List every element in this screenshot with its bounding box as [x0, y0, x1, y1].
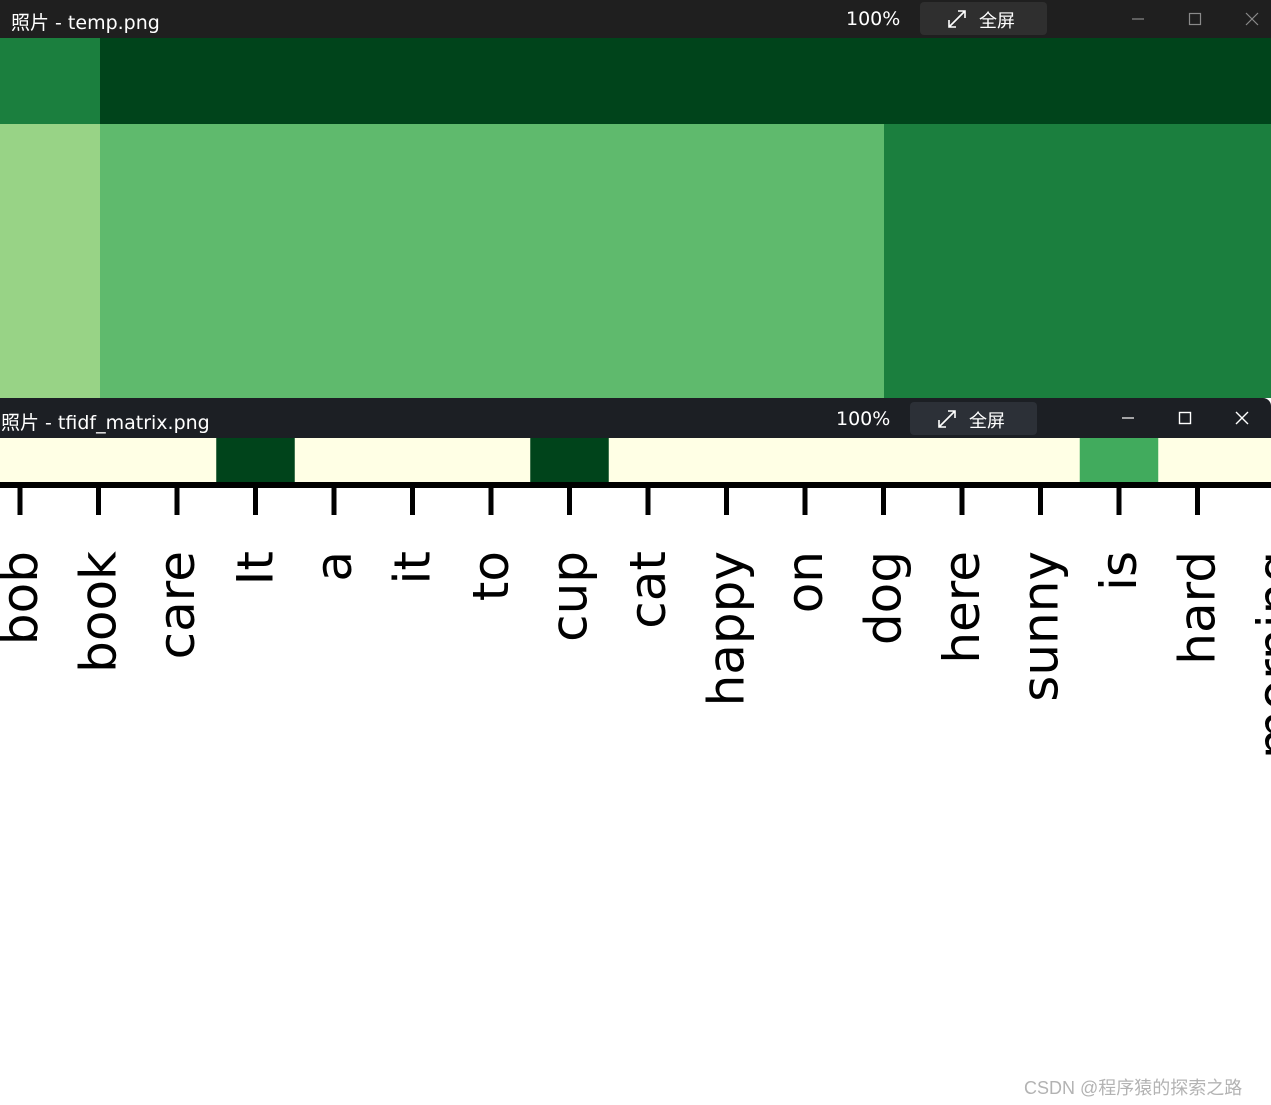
x-tick-label: hard: [1169, 551, 1227, 665]
window1-zoom-level[interactable]: 100%: [846, 8, 901, 30]
heatmap-cell-is: [1079, 438, 1159, 483]
window1-title: 照片 - temp.png: [11, 12, 160, 34]
heatmap-cell-hard: [1158, 438, 1238, 483]
window1-image-area: [0, 38, 1271, 398]
x-tick-label: to: [462, 551, 520, 601]
fullscreen-label: 全屏: [969, 411, 1005, 432]
fullscreen-label: 全屏: [979, 11, 1015, 32]
x-tick-label: happy: [698, 551, 756, 706]
x-tick-label: a: [305, 551, 363, 582]
maximize-icon: [1188, 12, 1202, 26]
x-tick-label: cat: [619, 551, 677, 629]
heatmap-cell: [884, 124, 1271, 398]
minimize-button[interactable]: [1117, 407, 1139, 429]
expand-arrows-icon: [936, 408, 958, 435]
heatmap-cell-happy: [687, 438, 767, 483]
window2-titlebar: 照片 - tfidf_matrix.png 100% 全屏: [0, 398, 1271, 438]
x-tick-label: on: [776, 551, 834, 613]
expand-arrows-icon: [946, 8, 968, 35]
close-button[interactable]: [1241, 8, 1263, 30]
x-tick-label: It: [227, 551, 285, 585]
minimize-button[interactable]: [1127, 8, 1149, 30]
heatmap-cell-morning: [1236, 438, 1271, 483]
heatmap-cell: [0, 124, 100, 398]
close-button[interactable]: [1231, 407, 1253, 429]
x-tick-label: it: [384, 551, 442, 585]
heatmap-cell-cup: [530, 438, 610, 483]
x-tick-label: bob: [0, 551, 49, 645]
heatmap-cell: [0, 38, 100, 124]
heatmap-cell-sunny: [1001, 438, 1081, 483]
close-icon: [1245, 12, 1259, 26]
minimize-icon: [1122, 417, 1134, 419]
x-tick-label: book: [70, 551, 128, 673]
heatmap-cell-dog: [844, 438, 924, 483]
minimize-icon: [1132, 18, 1144, 20]
x-tick-label: morning: [1247, 551, 1271, 759]
window1-titlebar: 照片 - temp.png 100% 全屏: [0, 0, 1271, 38]
x-tick-label: dog: [855, 551, 913, 645]
x-tick-label: sunny: [1012, 551, 1070, 702]
watermark: CSDN @程序猿的探索之路: [1024, 1078, 1243, 1098]
maximize-icon: [1178, 411, 1192, 425]
maximize-button[interactable]: [1174, 407, 1196, 429]
heatmap-cell-bob: [0, 438, 60, 483]
window2-title: 照片 - tfidf_matrix.png: [1, 412, 210, 434]
window2-zoom-level[interactable]: 100%: [836, 408, 891, 430]
x-tick-label: cup: [541, 551, 599, 642]
close-icon: [1235, 411, 1249, 425]
heatmap-cell-book: [59, 438, 139, 483]
window1-fullscreen-button[interactable]: 全屏: [920, 2, 1047, 35]
window2-fullscreen-button[interactable]: 全屏: [910, 402, 1037, 435]
maximize-button[interactable]: [1184, 8, 1206, 30]
x-tick-label: care: [148, 551, 206, 659]
heatmap-cell-here: [922, 438, 1002, 483]
heatmap-cell-on: [765, 438, 845, 483]
heatmap-cell-cat: [608, 438, 688, 483]
x-tick-label: is: [1090, 551, 1148, 591]
heatmap-cell-to: [451, 438, 531, 483]
heatmap-cell-it: [373, 438, 453, 483]
tfidf-heatmap-chart: bob book care It a it to cup cat happy on dog here su…: [0, 438, 1271, 759]
heatmap-cell-It: [216, 438, 296, 483]
heatmap-cell: [100, 124, 884, 398]
heatmap-cell-a: [294, 438, 374, 483]
heatmap-cell: [100, 38, 1271, 124]
heatmap-cell-care: [137, 438, 217, 483]
window2-image-area: bob book care It a it to cup cat happy on dog here su…: [0, 438, 1271, 1105]
x-tick-label: here: [933, 551, 991, 664]
